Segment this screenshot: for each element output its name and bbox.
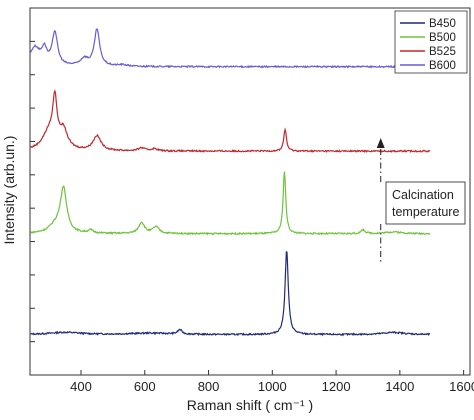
x-tick-label: 400 [70, 379, 92, 394]
legend-label: B600 [429, 60, 456, 72]
legend-box [394, 10, 468, 74]
y-axis-title: Intensity (arb.un.) [1, 136, 17, 245]
series-line-B450 [30, 250, 431, 337]
x-tick-label: 600 [134, 379, 156, 394]
x-tick-label: 1600 [449, 379, 474, 394]
legend-label: B525 [429, 46, 456, 58]
x-tick-label: 1200 [322, 379, 351, 394]
annotation-line-1: Calcination [392, 188, 454, 202]
series-line-B500 [30, 171, 431, 236]
annotation-arrow-head [376, 138, 385, 148]
spectra-lines [30, 28, 431, 337]
annotation: Calcination temperature [376, 138, 466, 262]
annotation-box [385, 181, 466, 225]
legend-label: B500 [429, 32, 456, 44]
x-tick-label: 800 [198, 379, 220, 394]
annotation-line-2: temperature [392, 205, 459, 219]
legend-label: B450 [429, 18, 456, 30]
legend: B450 B500 B525 B600 [394, 10, 468, 74]
y-axis-ticks [30, 40, 35, 343]
x-tick-label: 1400 [385, 379, 414, 394]
x-axis-title: Raman shift ( cm⁻¹ ) [187, 397, 313, 413]
x-tick-label: 1000 [258, 379, 287, 394]
plot-frame [29, 7, 471, 376]
series-line-B525 [30, 89, 431, 154]
x-axis-tick-labels: 400 600 800 1000 1200 1400 1600 [70, 379, 474, 394]
series-line-B600 [30, 28, 431, 69]
x-axis-ticks [80, 370, 465, 375]
